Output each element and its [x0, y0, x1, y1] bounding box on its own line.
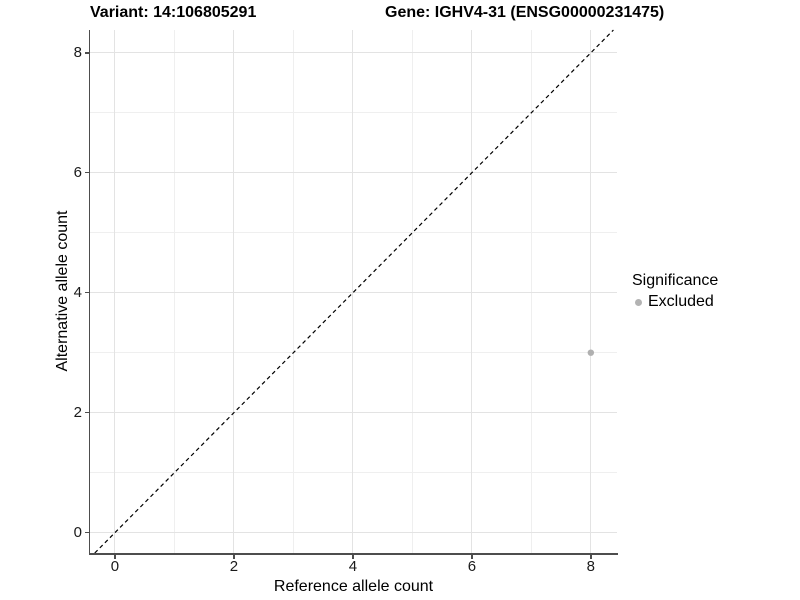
data-point-excluded: [587, 349, 595, 356]
y-tick-label: 0: [73, 523, 82, 541]
legend-key-dot-icon: [635, 298, 642, 306]
y-major-gridline: [90, 172, 617, 174]
x-major-gridline: [471, 30, 473, 553]
x-axis-title: Reference allele count: [273, 578, 434, 595]
y-minor-gridline: [90, 352, 617, 354]
x-tick-label: 4: [348, 558, 358, 575]
y-tick-label: 6: [73, 163, 82, 181]
x-axis-line: [88, 553, 618, 555]
x-minor-gridline: [411, 30, 413, 553]
x-tick-mark: [471, 554, 473, 559]
y-tick-label: 2: [73, 403, 82, 421]
y-tick-mark: [84, 291, 89, 294]
y-tick-mark: [84, 411, 89, 414]
legend-significance: Significance Excluded: [630, 272, 718, 311]
x-tick-mark: [352, 554, 354, 559]
y-major-gridline: [90, 532, 617, 534]
x-tick-label: 2: [229, 558, 239, 575]
x-tick-mark: [590, 554, 592, 559]
x-minor-gridline: [173, 30, 175, 553]
y-axis-line: [88, 30, 90, 555]
plot-layer: [94, 29, 614, 554]
x-major-gridline: [352, 30, 354, 553]
legend-item-excluded: Excluded: [630, 293, 718, 311]
x-minor-gridline: [292, 30, 294, 553]
x-tick-label: 0: [110, 558, 120, 575]
y-minor-gridline: [90, 472, 617, 474]
plot-title-variant: Variant: 14:106805291: [90, 4, 257, 21]
y-tick-mark: [84, 531, 89, 534]
plot-panel: [90, 29, 617, 554]
x-major-gridline: [590, 30, 592, 553]
y-major-gridline: [90, 292, 617, 294]
x-minor-gridline: [530, 30, 532, 553]
legend-title: Significance: [632, 272, 719, 289]
y-tick-mark: [84, 52, 89, 54]
x-tick-mark: [233, 554, 235, 559]
x-tick-mark: [114, 554, 116, 559]
x-major-gridline: [114, 30, 116, 553]
x-major-gridline: [233, 30, 235, 553]
y-tick-label: 8: [73, 43, 82, 61]
x-tick-label: 6: [467, 558, 477, 575]
y-tick-label: 4: [73, 283, 82, 301]
identity-dashed-line: [94, 29, 614, 554]
legend-item-label: Excluded: [648, 293, 714, 310]
plot-title-gene: Gene: IGHV4-31 (ENSG00000231475): [385, 4, 665, 21]
y-minor-gridline: [90, 112, 617, 114]
y-major-gridline: [90, 412, 617, 414]
y-tick-mark: [84, 171, 89, 174]
x-tick-label: 8: [586, 558, 595, 575]
y-minor-gridline: [90, 232, 617, 234]
y-major-gridline: [90, 52, 617, 54]
